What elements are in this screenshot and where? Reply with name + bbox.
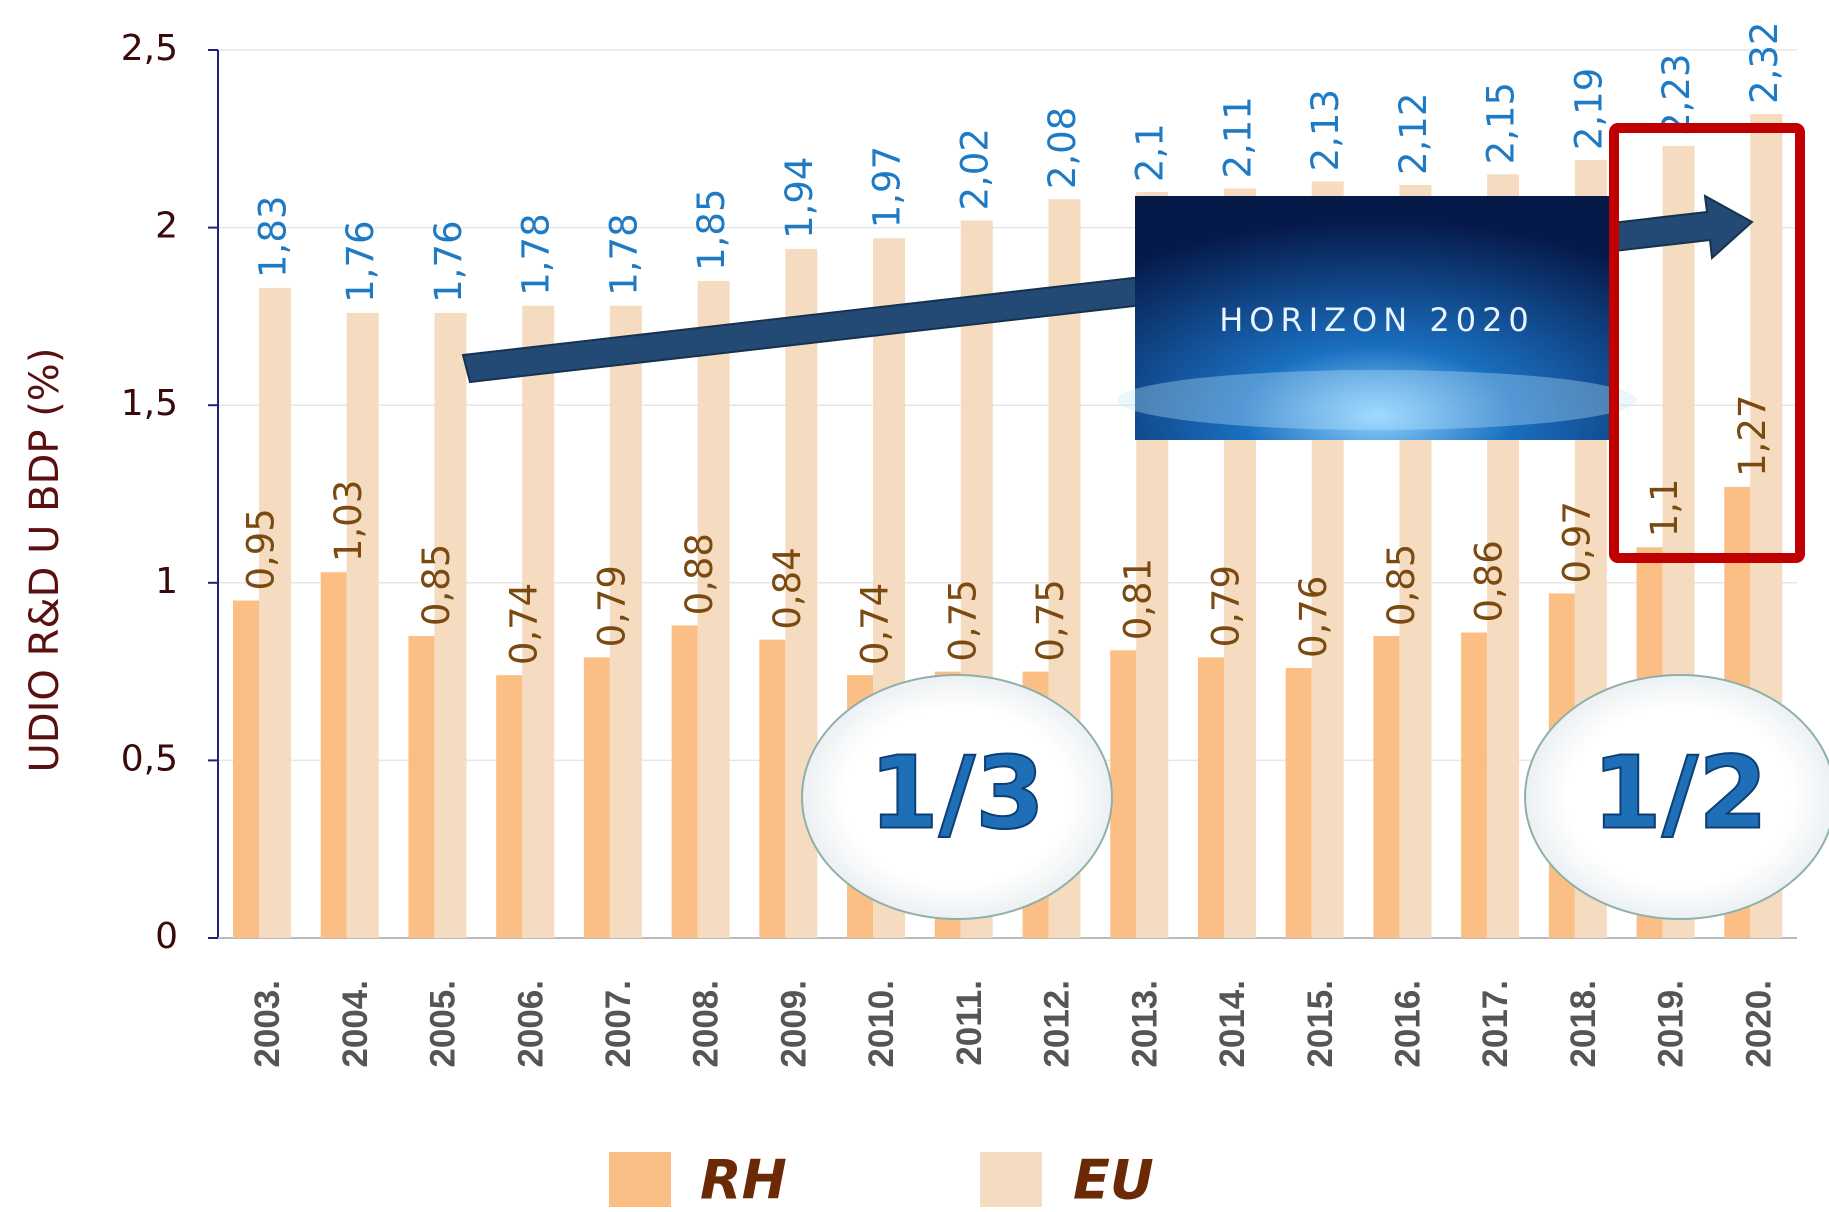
x-tick-label: 2005. xyxy=(424,980,463,1068)
legend-swatch xyxy=(609,1152,671,1207)
bar xyxy=(609,305,642,938)
x-tick-label: 2018. xyxy=(1564,980,1603,1068)
data-label: 1,1 xyxy=(1643,478,1686,537)
x-tick-label: 2003. xyxy=(248,980,287,1068)
highlight-box xyxy=(1609,123,1805,563)
x-tick-label: 2015. xyxy=(1301,980,1340,1068)
data-label: 0,79 xyxy=(590,565,633,647)
bar xyxy=(233,600,259,938)
data-label: 2,23 xyxy=(1655,54,1698,136)
data-label: 1,85 xyxy=(690,188,733,270)
legend-label: RH xyxy=(700,1149,787,1212)
data-label: 2,02 xyxy=(953,128,996,210)
data-label: 2,13 xyxy=(1304,89,1347,171)
data-label: 0,81 xyxy=(1117,558,1160,640)
data-label: 1,78 xyxy=(515,213,558,295)
annotation: HORIZON 2020 xyxy=(1219,301,1535,339)
x-tick-label: 2011. xyxy=(950,980,989,1066)
data-label: 2,12 xyxy=(1392,93,1435,175)
y-tick-label: 0,5 xyxy=(121,738,178,779)
data-label: 1,83 xyxy=(252,196,295,278)
y-tick-label: 2 xyxy=(155,206,178,247)
data-label: 0,88 xyxy=(678,533,721,615)
data-label: 2,32 xyxy=(1743,22,1786,104)
y-tick-label: 0 xyxy=(155,916,178,957)
bar xyxy=(1373,636,1400,938)
data-label: 1,03 xyxy=(327,480,370,562)
data-label: 1,97 xyxy=(866,146,909,228)
data-label: 0,95 xyxy=(240,508,283,590)
data-label: 1,94 xyxy=(778,157,821,239)
data-label: 2,15 xyxy=(1480,82,1523,164)
x-tick-label: 2009. xyxy=(774,980,813,1068)
x-tick-label: 2007. xyxy=(599,980,638,1068)
x-tick-label: 2019. xyxy=(1652,980,1691,1068)
bar xyxy=(259,287,291,938)
x-tick-label: 2020. xyxy=(1739,980,1778,1068)
horizon-banner xyxy=(1135,196,1619,440)
bar xyxy=(522,305,555,938)
bar xyxy=(1285,668,1312,938)
data-label: 2,08 xyxy=(1041,107,1084,189)
data-label: 1,76 xyxy=(427,220,470,302)
data-label: 0,86 xyxy=(1468,540,1511,622)
legend-label: EU xyxy=(1073,1149,1154,1212)
y-tick-label: 1 xyxy=(155,561,178,602)
data-label: 0,84 xyxy=(766,547,809,629)
x-tick-label: 2006. xyxy=(511,980,550,1068)
data-label: 0,97 xyxy=(1555,501,1598,583)
data-label: 0,74 xyxy=(503,583,546,665)
bar xyxy=(671,625,698,938)
bar xyxy=(434,312,467,938)
data-label: 0,75 xyxy=(1029,579,1072,661)
data-label: 0,79 xyxy=(1204,565,1247,647)
bar xyxy=(759,639,786,938)
bar xyxy=(346,312,379,938)
data-label: 0,74 xyxy=(854,583,897,665)
bar xyxy=(496,675,523,938)
bar xyxy=(1110,650,1137,938)
y-tick-label: 2,5 xyxy=(121,28,178,69)
bar xyxy=(408,636,435,938)
data-label: 1,76 xyxy=(339,220,382,302)
legend-swatch xyxy=(980,1152,1042,1207)
bar xyxy=(320,572,347,938)
bar xyxy=(1461,632,1488,938)
x-tick-label: 2010. xyxy=(862,980,901,1068)
x-tick-label: 2013. xyxy=(1125,980,1164,1068)
bar xyxy=(1197,657,1224,938)
x-tick-label: 2017. xyxy=(1476,980,1515,1068)
data-label: 1,78 xyxy=(602,213,645,295)
x-tick-label: 2012. xyxy=(1038,980,1077,1068)
data-label: 2,19 xyxy=(1567,68,1610,150)
ratio-circle xyxy=(801,674,1113,920)
data-label: 0,85 xyxy=(1380,544,1423,626)
bar xyxy=(697,280,730,938)
trend-arrow xyxy=(461,194,1754,384)
annotation: 1/2 xyxy=(1592,734,1768,851)
data-label: 1,27 xyxy=(1731,395,1774,477)
x-tick-label: 2016. xyxy=(1389,980,1428,1068)
horizon-glow xyxy=(1117,370,1637,430)
x-tick-label: 2014. xyxy=(1213,980,1252,1068)
x-tick-label: 2008. xyxy=(687,980,726,1068)
data-label: 0,76 xyxy=(1292,576,1335,658)
x-tick-label: 2004. xyxy=(336,980,375,1068)
bar xyxy=(583,657,610,938)
ratio-circle xyxy=(1524,674,1829,920)
y-tick-label: 1,5 xyxy=(121,383,178,424)
data-label: 2,1 xyxy=(1129,123,1172,182)
data-label: 2,11 xyxy=(1216,96,1259,178)
annotation: 1/3 xyxy=(869,734,1045,851)
data-label: 0,75 xyxy=(941,579,984,661)
data-label: 0,85 xyxy=(415,544,458,626)
y-axis-label: UDIO R&D U BDP (%) xyxy=(22,348,68,773)
